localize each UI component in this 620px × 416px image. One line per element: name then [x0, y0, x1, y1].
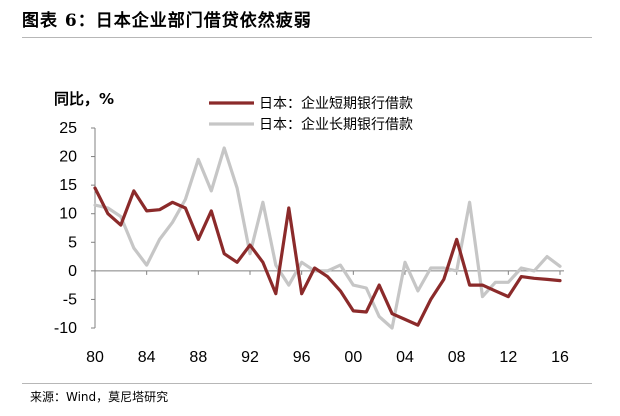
source-divider — [22, 383, 592, 384]
legend-label-1: 日本：企业长期银行借款 — [259, 116, 413, 133]
y-tick-label: 0 — [68, 263, 77, 280]
y-axis-label: 同比，% — [54, 90, 115, 108]
y-tick-label: 20 — [59, 149, 77, 166]
y-tick-labels: -10 -5 0 5 10 15 20 25 — [54, 120, 95, 337]
series-lines — [93, 146, 562, 330]
source-note: 来源：Wind，莫尼塔研究 — [30, 390, 169, 404]
x-tick-label: 04 — [396, 349, 414, 366]
x-tick-label: 84 — [138, 349, 156, 366]
series-line-1 — [93, 146, 562, 330]
series-line-0 — [93, 186, 562, 327]
y-tick-label: 15 — [59, 177, 77, 194]
x-tick-label: 88 — [189, 349, 207, 366]
page-title: 图表 6：日本企业部门借贷依然疲弱 — [22, 11, 312, 31]
x-tick-labels: 80 84 88 92 96 00 04 08 12 16 — [86, 270, 569, 366]
x-tick-label: 16 — [551, 349, 569, 366]
title-divider — [22, 37, 592, 38]
y-tick-label: 10 — [59, 206, 77, 223]
x-tick-label: 08 — [448, 349, 466, 366]
y-tick-label: -10 — [54, 320, 77, 337]
x-tick-label: 12 — [499, 349, 517, 366]
x-tick-label: 00 — [344, 349, 362, 366]
x-tick-label: 80 — [86, 349, 104, 366]
x-tick-label: 92 — [241, 349, 259, 366]
y-tick-label: 5 — [68, 234, 77, 251]
y-tick-label: 25 — [59, 120, 77, 137]
x-tick-label: 96 — [293, 349, 311, 366]
y-tick-label: -5 — [63, 291, 77, 308]
chart-axes — [94, 128, 564, 328]
legend-label-0: 日本：企业短期银行借款 — [259, 95, 413, 112]
